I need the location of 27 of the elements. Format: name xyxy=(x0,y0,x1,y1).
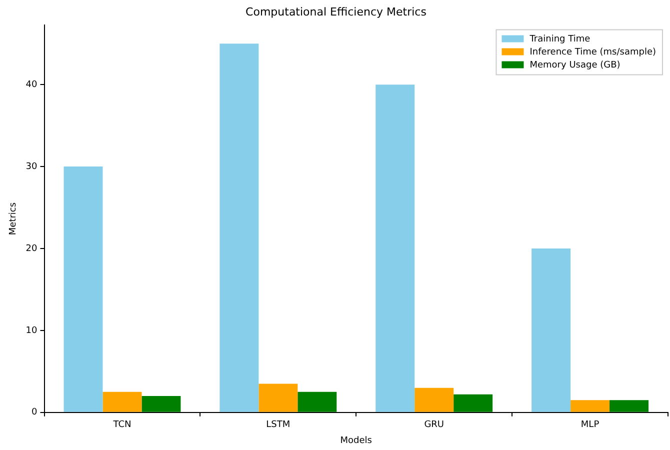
legend-label: Inference Time (ms/sample) xyxy=(530,48,656,58)
x-tick-label: MLP xyxy=(580,420,600,430)
x-axis-title: Models xyxy=(340,436,372,446)
y-tick-label: 0 xyxy=(32,408,38,418)
bar xyxy=(414,388,454,412)
bar xyxy=(64,166,103,412)
chart-title: Computational Efficiency Metrics xyxy=(246,5,427,18)
legend-label: Training Time xyxy=(528,34,591,45)
bar xyxy=(454,394,493,412)
bar xyxy=(298,392,337,412)
bar xyxy=(220,44,259,412)
bar xyxy=(102,392,142,412)
bar xyxy=(142,396,181,412)
legend-label: Memory Usage (GB) xyxy=(530,60,620,71)
bar xyxy=(570,400,610,412)
y-tick-label: 40 xyxy=(26,80,38,90)
x-tick-label: GRU xyxy=(424,420,444,430)
bar xyxy=(376,84,415,412)
bar xyxy=(610,400,649,412)
bar xyxy=(532,248,571,412)
y-tick-label: 10 xyxy=(26,326,38,336)
bar xyxy=(258,384,298,412)
y-axis-title: Metrics xyxy=(8,202,19,236)
y-tick-label: 20 xyxy=(26,244,38,254)
x-tick-label: TCN xyxy=(112,420,132,430)
x-tick-label: LSTM xyxy=(266,420,290,430)
y-tick-label: 30 xyxy=(26,162,38,172)
